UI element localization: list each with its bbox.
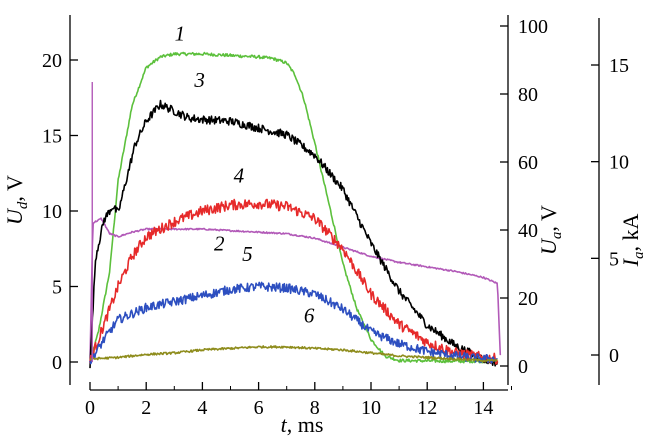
curves-layer [89,51,502,369]
series-labels-layer: 1 2 3 4 5 6 [175,21,315,327]
x-tick-label: 2 [141,397,151,419]
x-axis-label: t, ms [281,412,324,437]
x-tick-label: 6 [254,397,264,419]
series-4-label: 4 [234,163,245,187]
ud-tick-label: 10 [42,201,62,223]
x-tick-label: 4 [197,397,207,419]
x-tick-label: 14 [473,397,493,419]
axis-label-sub: a [631,252,647,260]
axis-label-main: U [536,237,561,255]
series-3-label: 3 [193,68,205,92]
series-5-label: 5 [242,242,253,266]
series-3-line [89,99,499,369]
ud-tick-label: 15 [42,126,62,148]
ua-tick-label: 0 [518,356,528,378]
x-tick-label: 12 [417,397,437,419]
ia-tick-label: 10 [609,152,629,174]
ia-tick-label: 15 [609,55,629,77]
axis-label-sub: a [549,232,565,240]
axis-label-main: U [2,207,27,225]
x-tick-label: 8 [310,397,320,419]
axis-label-main: I [618,257,643,267]
ua-axis-label: Ua, V [536,205,565,255]
ua-tick-label: 60 [518,152,538,174]
series-1-line [89,51,499,364]
x-axis-label-var: t [281,412,288,437]
ia-tick-label: 5 [609,248,619,270]
ua-tick-label: 100 [518,16,548,38]
ua-tick-label: 20 [518,288,538,310]
axis-label-sub: d [15,201,31,209]
axis-label-unit: , V [2,175,27,202]
series-4-line [89,198,499,365]
x-tick-label: 10 [361,397,381,419]
axis-label-unit: , kA [618,214,643,252]
series-2-label: 2 [214,231,225,255]
axis-label-unit: , V [536,205,561,232]
ia-axis-label: Ia, kA [618,214,647,268]
ia-tick-label: 0 [609,345,619,367]
series-6-label: 6 [304,304,315,328]
ud-tick-label: 20 [42,50,62,72]
ud-tick-label: 5 [52,277,62,299]
x-axis-label-unit: , ms [287,412,324,437]
series-1-label: 1 [175,21,186,45]
ua-tick-label: 80 [518,84,538,106]
x-tick-label: 0 [85,397,95,419]
series-6-line [89,345,498,363]
ud-tick-label: 0 [52,352,62,374]
series-5-line [89,281,498,365]
ua-tick-label: 40 [518,220,538,242]
axes-layer [69,15,600,391]
ud-axis-label: Ud, V [2,175,31,225]
